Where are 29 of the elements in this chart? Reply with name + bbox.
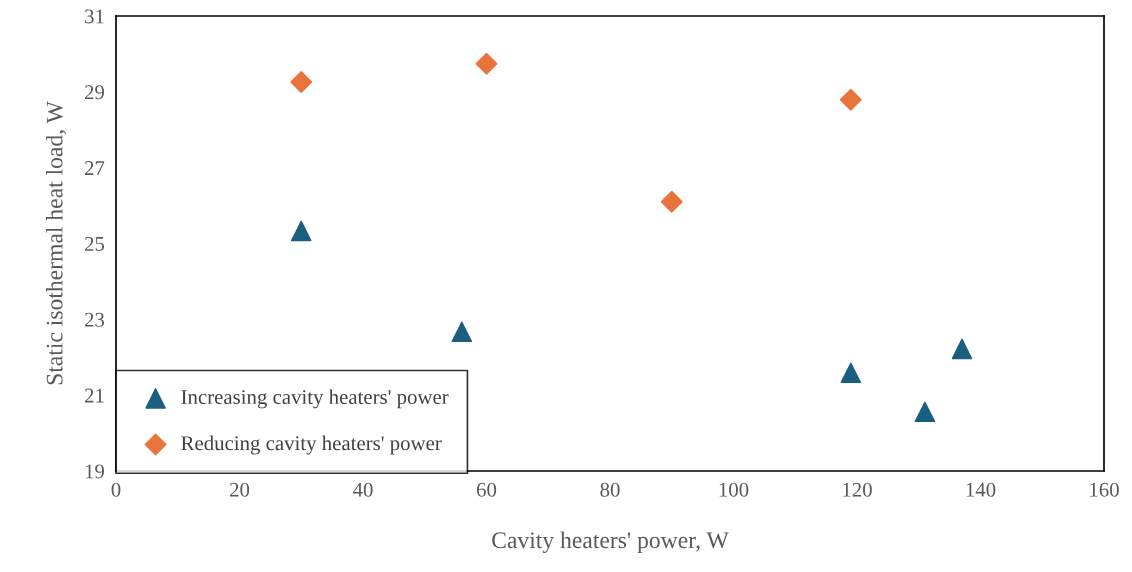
y-tick-label: 29 [84,85,105,100]
y-tick-label: 21 [84,388,104,403]
x-tick-label: 160 [1090,482,1119,497]
x-tick-label: 40 [352,482,373,497]
point [290,220,312,242]
x-tick-label: 60 [476,482,497,497]
legend-label: Reducing cavity heaters' power [181,435,442,455]
x-tick-label: 20 [230,482,250,497]
point [951,338,973,360]
x-tick-label: 120 [843,482,872,497]
legend-label: Increasing cavity heaters' power [181,389,449,409]
point [660,190,683,213]
x-tick-label: 80 [600,482,620,497]
point [451,321,473,343]
x-tick-label: 140 [966,482,996,497]
point [475,52,498,75]
y-axis-title: Static isothermal heat load, W [45,101,66,385]
y-tick-label: 31 [85,9,104,24]
y-tick-label: 19 [85,464,105,479]
point [840,362,862,384]
point [839,88,862,111]
x-axis-title: Cavity heaters' power, W [492,531,729,554]
y-tick-label: 27 [84,161,105,175]
x-tick-label: 0 [111,482,121,497]
point [914,401,936,423]
x-tick-label: 100 [719,482,749,497]
point [290,70,313,93]
y-tick-label: 23 [84,312,105,327]
y-tick-label: 25 [84,236,105,251]
